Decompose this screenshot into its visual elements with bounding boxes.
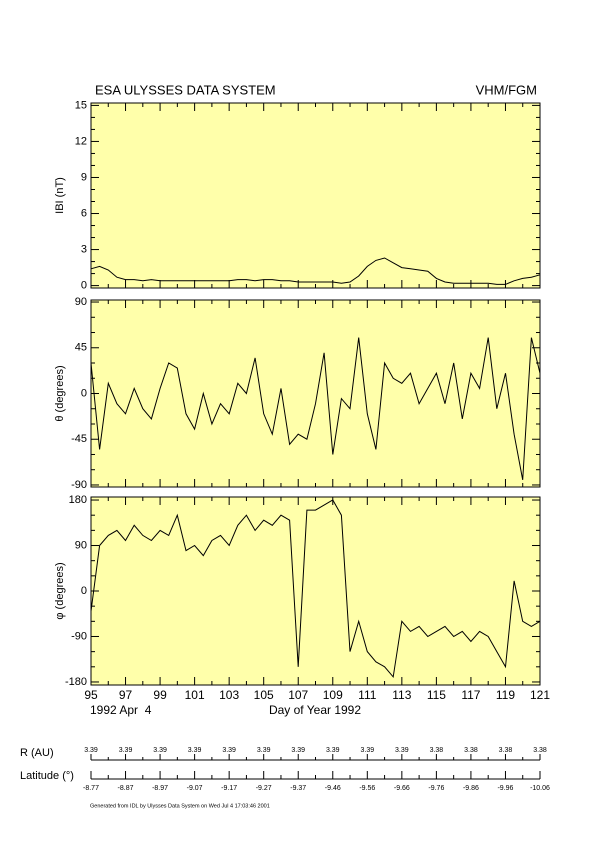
x-tick-label: 103 [219, 688, 239, 702]
x-tick-label: 119 [496, 688, 515, 702]
x-tick-label: 121 [530, 688, 550, 702]
y-tick-label: 90 [75, 296, 87, 308]
r-value: 3.38 [464, 747, 478, 754]
y-tick-label: 0 [81, 585, 87, 597]
y-axis-label: θ (degrees) [54, 365, 66, 421]
lat-value: -9.96 [497, 785, 513, 792]
lat-value: -9.27 [256, 785, 272, 792]
lat-value: -9.46 [325, 785, 341, 792]
x-tick-label: 97 [119, 688, 133, 702]
y-tick-label: 90 [75, 539, 87, 551]
lat-value: -9.17 [221, 785, 237, 792]
r-value: 3.38 [533, 747, 547, 754]
r-value: 3.39 [326, 747, 340, 754]
x-tick-label: 105 [254, 688, 274, 702]
r-value: 3.39 [119, 747, 133, 754]
x-tick-label: 117 [461, 688, 480, 702]
y-tick-label: 180 [69, 494, 87, 506]
y-tick-label: 15 [75, 99, 87, 111]
x-tick-label: 95 [84, 688, 98, 702]
lat-value: -8.97 [152, 785, 168, 792]
y-tick-label: 45 [75, 342, 87, 354]
y-tick-label: 9 [81, 171, 87, 183]
data-line [90, 499, 541, 679]
y-tick-label: 0 [81, 387, 87, 399]
data-line [90, 337, 541, 480]
y-tick-label: -90 [71, 479, 87, 491]
lat-value: -9.37 [290, 785, 306, 792]
x-tick-label: 107 [288, 688, 308, 702]
y-tick-label: 12 [75, 135, 87, 147]
r-value: 3.39 [188, 747, 202, 754]
lat-value: -9.07 [187, 785, 203, 792]
x-tick-label: 115 [427, 688, 446, 702]
header-instrument: VHM/FGM [476, 82, 537, 97]
x-axis-label: Day of Year 1992 [269, 703, 361, 717]
y-tick-label: 3 [81, 243, 87, 255]
x-tick-label: 109 [323, 688, 343, 702]
y-axis-label: IBI (nT) [54, 177, 66, 214]
lat-value: -10.06 [530, 785, 550, 792]
r-value: 3.39 [360, 747, 374, 754]
x-tick-label: 101 [185, 688, 205, 702]
r-value: 3.39 [84, 747, 98, 754]
footer: Generated from IDL by Ulysses Data Syste… [90, 803, 270, 809]
r-value: 3.39 [291, 747, 305, 754]
r-value: 3.38 [430, 747, 444, 754]
y-tick-label: -180 [65, 676, 87, 688]
r-value: 3.39 [257, 747, 271, 754]
header-title: ESA ULYSSES DATA SYSTEM [95, 82, 276, 97]
plot-area [90, 102, 541, 289]
r-value: 3.39 [153, 747, 167, 754]
lat-value: -9.76 [428, 785, 444, 792]
x-tick-label: 113 [392, 688, 411, 702]
r-label: R (AU) [20, 747, 54, 759]
x-tick-label: 111 [358, 688, 377, 702]
lat-value: -8.87 [118, 785, 134, 792]
plot-area [90, 496, 541, 686]
y-tick-label: -90 [71, 630, 87, 642]
plot-area [90, 299, 541, 488]
y-tick-label: 0 [81, 280, 87, 292]
x-tick-label: 99 [153, 688, 167, 702]
r-value: 3.38 [499, 747, 513, 754]
data-line [90, 257, 541, 285]
lat-value: -8.77 [83, 785, 99, 792]
lat-value: -9.56 [359, 785, 375, 792]
y-tick-label: 6 [81, 207, 87, 219]
lat-label: Latitude (°) [20, 770, 74, 782]
lat-value: -9.66 [394, 785, 410, 792]
date-label: 1992 Apr 4 [90, 703, 152, 717]
lat-value: -9.86 [463, 785, 479, 792]
r-value: 3.39 [395, 747, 409, 754]
r-value: 3.39 [222, 747, 236, 754]
y-axis-label: φ (degrees) [54, 562, 66, 619]
y-tick-label: -45 [71, 433, 87, 445]
